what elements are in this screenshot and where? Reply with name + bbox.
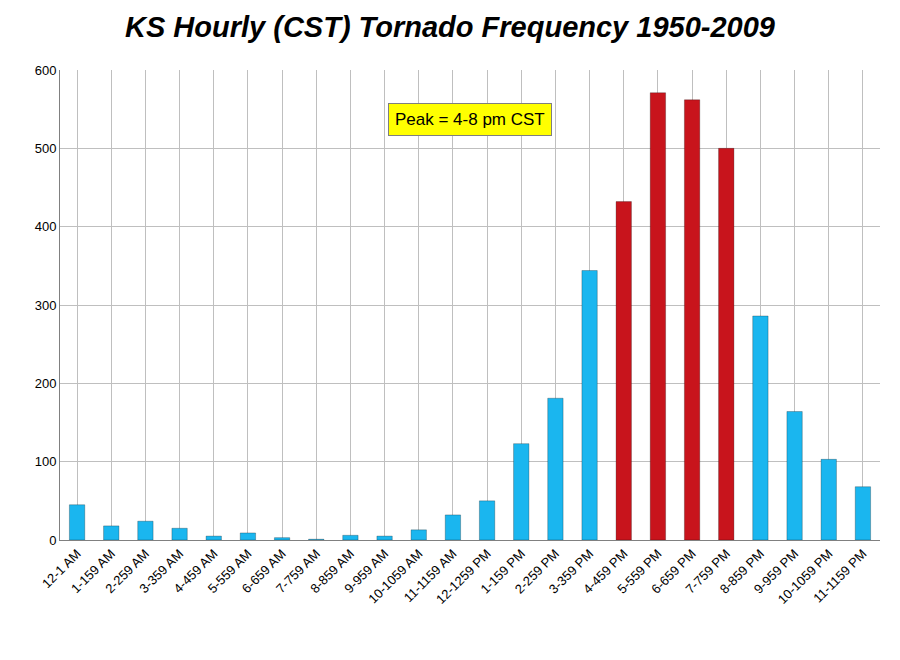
svg-text:1-159 AM: 1-159 AM bbox=[68, 546, 118, 596]
svg-text:2-259 PM: 2-259 PM bbox=[512, 546, 562, 596]
svg-text:5-559 AM: 5-559 AM bbox=[205, 546, 255, 596]
svg-text:Peak = 4-8 pm CST: Peak = 4-8 pm CST bbox=[395, 110, 545, 129]
svg-text:7-759 PM: 7-759 PM bbox=[682, 546, 732, 596]
svg-text:8-859 PM: 8-859 PM bbox=[717, 546, 767, 596]
svg-text:0: 0 bbox=[49, 533, 56, 548]
svg-text:7-759 AM: 7-759 AM bbox=[273, 546, 323, 596]
svg-text:4-459 PM: 4-459 PM bbox=[580, 546, 630, 596]
svg-text:100: 100 bbox=[35, 454, 57, 469]
svg-text:400: 400 bbox=[35, 219, 57, 234]
svg-text:12-1259 PM: 12-1259 PM bbox=[433, 546, 494, 607]
svg-text:10-1059 AM: 10-1059 AM bbox=[365, 546, 425, 606]
svg-text:2-259 AM: 2-259 AM bbox=[102, 546, 152, 596]
svg-text:KS Hourly (CST) Tornado Freque: KS Hourly (CST) Tornado Frequency 1950-2… bbox=[125, 11, 775, 43]
svg-text:11-1159 PM: 11-1159 PM bbox=[810, 546, 869, 605]
svg-text:500: 500 bbox=[35, 141, 57, 156]
svg-text:5-559 PM: 5-559 PM bbox=[614, 546, 664, 596]
svg-text:8-859 AM: 8-859 AM bbox=[307, 546, 357, 596]
svg-text:1-159 PM: 1-159 PM bbox=[477, 546, 527, 596]
svg-text:3-359 AM: 3-359 AM bbox=[136, 546, 186, 596]
svg-text:9-959 AM: 9-959 AM bbox=[341, 546, 391, 596]
svg-text:600: 600 bbox=[35, 63, 57, 78]
svg-text:9-959 PM: 9-959 PM bbox=[751, 546, 801, 596]
svg-text:300: 300 bbox=[35, 298, 57, 313]
svg-text:12-1 AM: 12-1 AM bbox=[39, 546, 84, 591]
svg-text:6-659 PM: 6-659 PM bbox=[648, 546, 698, 596]
svg-text:11-1159 AM: 11-1159 AM bbox=[401, 546, 460, 605]
svg-text:3-359 PM: 3-359 PM bbox=[546, 546, 596, 596]
svg-text:6-659 AM: 6-659 AM bbox=[239, 546, 289, 596]
svg-text:200: 200 bbox=[35, 376, 57, 391]
svg-text:4-459 AM: 4-459 AM bbox=[171, 546, 221, 596]
svg-text:10-1059 PM: 10-1059 PM bbox=[775, 546, 836, 607]
